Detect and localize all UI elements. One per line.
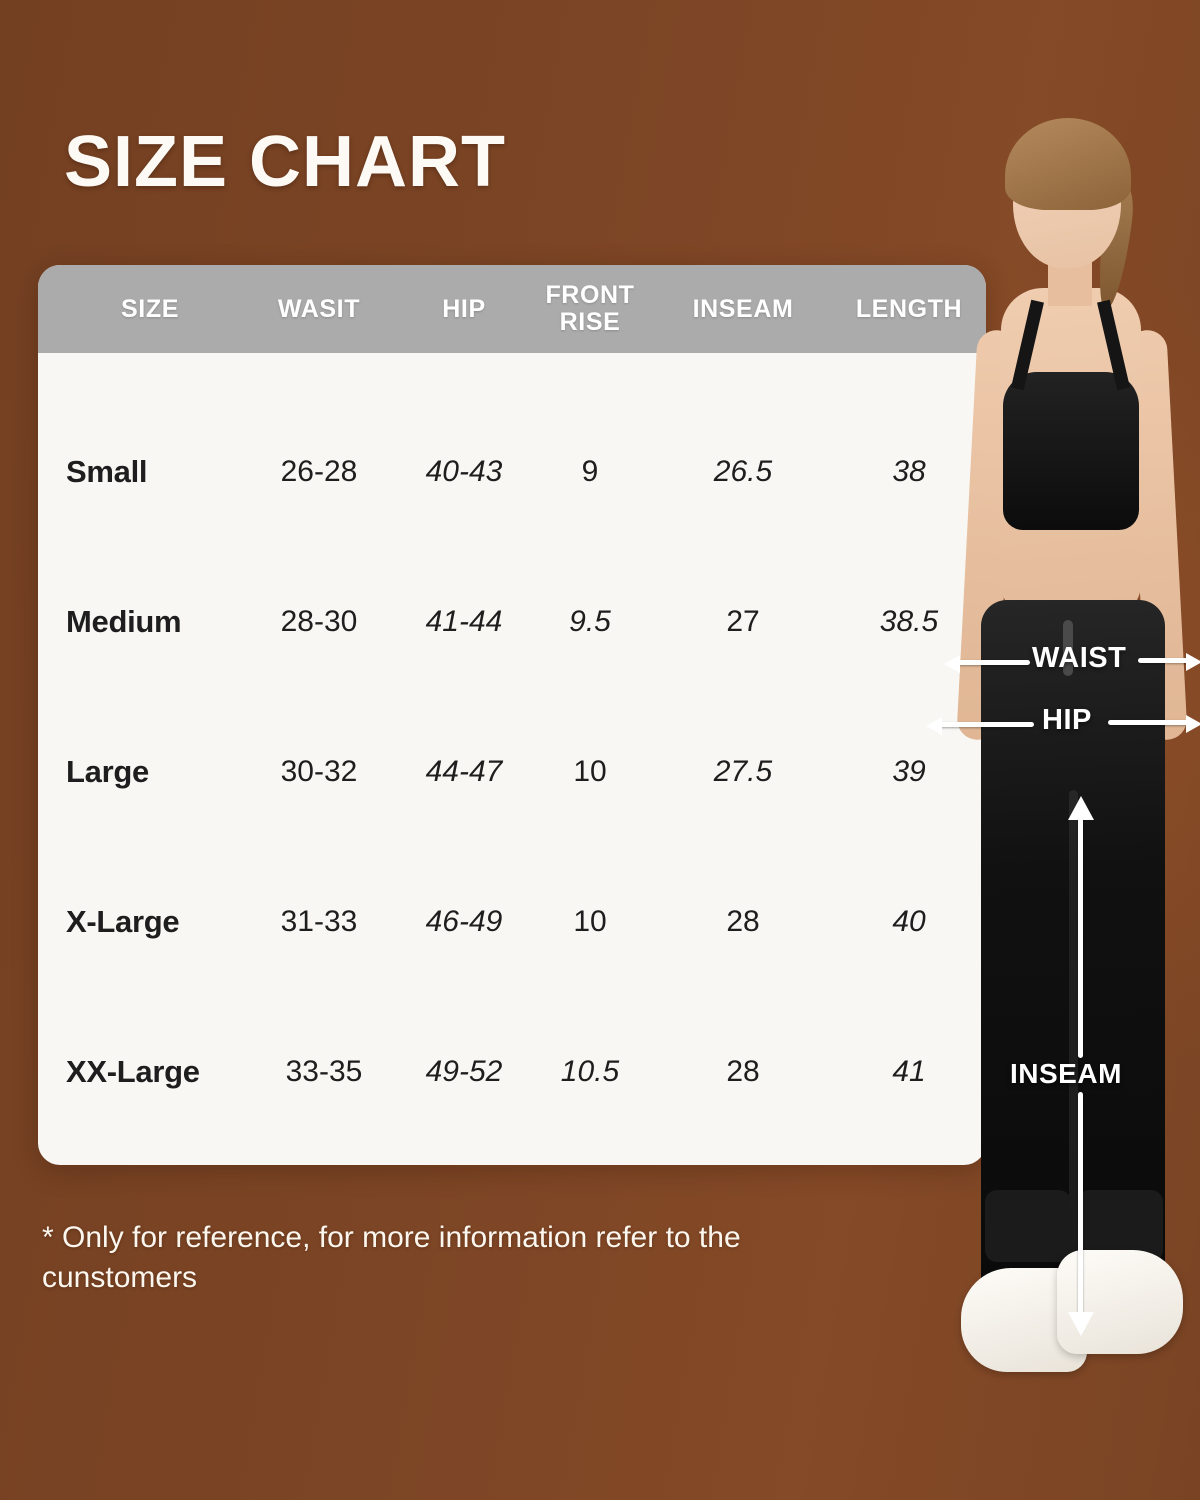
model-joggers <box>981 600 1165 1300</box>
cell-hip: 41-44 <box>425 605 503 638</box>
inseam-arrow-up <box>1068 796 1094 820</box>
model-shoe-right <box>1057 1250 1183 1354</box>
cell-waist: 26-28 <box>280 455 358 488</box>
cell-waist: 28-30 <box>280 605 358 638</box>
cell-hip: 49-52 <box>425 1055 503 1088</box>
cell-length: 38.5 <box>879 605 939 638</box>
cell-inseam: 26.5 <box>713 455 773 488</box>
model-hair <box>1005 118 1131 210</box>
table-row: Large 30-32 44-47 10 27.5 39 <box>38 697 986 847</box>
model-drawstring <box>1063 620 1073 676</box>
column-header-inseam: INSEAM <box>692 294 794 323</box>
column-header-front-rise-line1: FRONT <box>545 281 635 309</box>
hip-label: HIP <box>1042 704 1092 736</box>
table-body: Small 26-28 40-43 9 26.5 38 Medium 28-30… <box>38 353 986 1165</box>
hip-arrow-left <box>926 717 942 735</box>
table-row: XX-Large 33-35 49-52 10.5 28 41 <box>38 997 986 1147</box>
waist-arrow-left <box>944 655 960 673</box>
cell-inseam: 28 <box>726 905 760 938</box>
hip-arrow-right <box>1186 715 1200 733</box>
cell-size: Medium <box>66 604 182 639</box>
cell-waist: 31-33 <box>280 905 358 938</box>
cell-front-rise: 10.5 <box>560 1055 620 1088</box>
model-leg-seam <box>1069 790 1078 1260</box>
model-sports-bra <box>1003 372 1139 530</box>
cell-length: 40 <box>892 905 926 938</box>
footnote-text: * Only for reference, for more informati… <box>42 1221 741 1294</box>
size-chart-card: SIZE WASIT HIP FRONT RISE INSEAM LENGTH … <box>38 265 986 1165</box>
cell-waist: 33-35 <box>285 1055 363 1088</box>
cell-front-rise: 9 <box>581 455 599 488</box>
cell-size: X-Large <box>66 904 180 939</box>
cell-length: 41 <box>892 1055 926 1088</box>
waist-arrow-right <box>1186 653 1200 671</box>
cell-inseam: 27 <box>726 605 760 638</box>
cell-front-rise: 10 <box>573 905 607 938</box>
page-title: SIZE CHART <box>64 122 506 202</box>
cell-size: Large <box>66 754 149 789</box>
cell-waist: 30-32 <box>280 755 358 788</box>
cell-hip: 40-43 <box>425 455 503 488</box>
model-cuff-left <box>985 1190 1071 1262</box>
cell-inseam: 28 <box>726 1055 760 1088</box>
column-header-length: LENGTH <box>855 294 963 323</box>
cell-size: Small <box>66 454 148 489</box>
cell-length: 38 <box>892 455 926 488</box>
cell-hip: 44-47 <box>425 755 503 788</box>
column-header-hip: HIP <box>442 294 486 323</box>
cell-inseam: 27.5 <box>713 755 773 788</box>
cell-hip: 46-49 <box>425 905 503 938</box>
cell-front-rise: 9.5 <box>569 605 611 638</box>
table-row: Small 26-28 40-43 9 26.5 38 <box>38 397 986 547</box>
column-header-front-rise: FRONT RISE <box>516 265 664 353</box>
inseam-label: INSEAM <box>1010 1058 1122 1089</box>
inseam-arrow-down <box>1068 1312 1094 1336</box>
column-header-front-rise-line2: RISE <box>559 308 621 336</box>
table-row: X-Large 31-33 46-49 10 28 40 <box>38 847 986 997</box>
model-photo <box>905 0 1200 1500</box>
column-header-waist: WASIT <box>277 294 361 323</box>
cell-length: 39 <box>892 755 926 788</box>
cell-size: XX-Large <box>66 1054 200 1089</box>
waist-label: WAIST <box>1032 642 1127 674</box>
table-header-row: SIZE WASIT HIP FRONT RISE INSEAM LENGTH <box>38 265 986 353</box>
table-row: Medium 28-30 41-44 9.5 27 38.5 <box>38 547 986 697</box>
column-header-size: SIZE <box>121 294 179 323</box>
cell-front-rise: 10 <box>573 755 607 788</box>
